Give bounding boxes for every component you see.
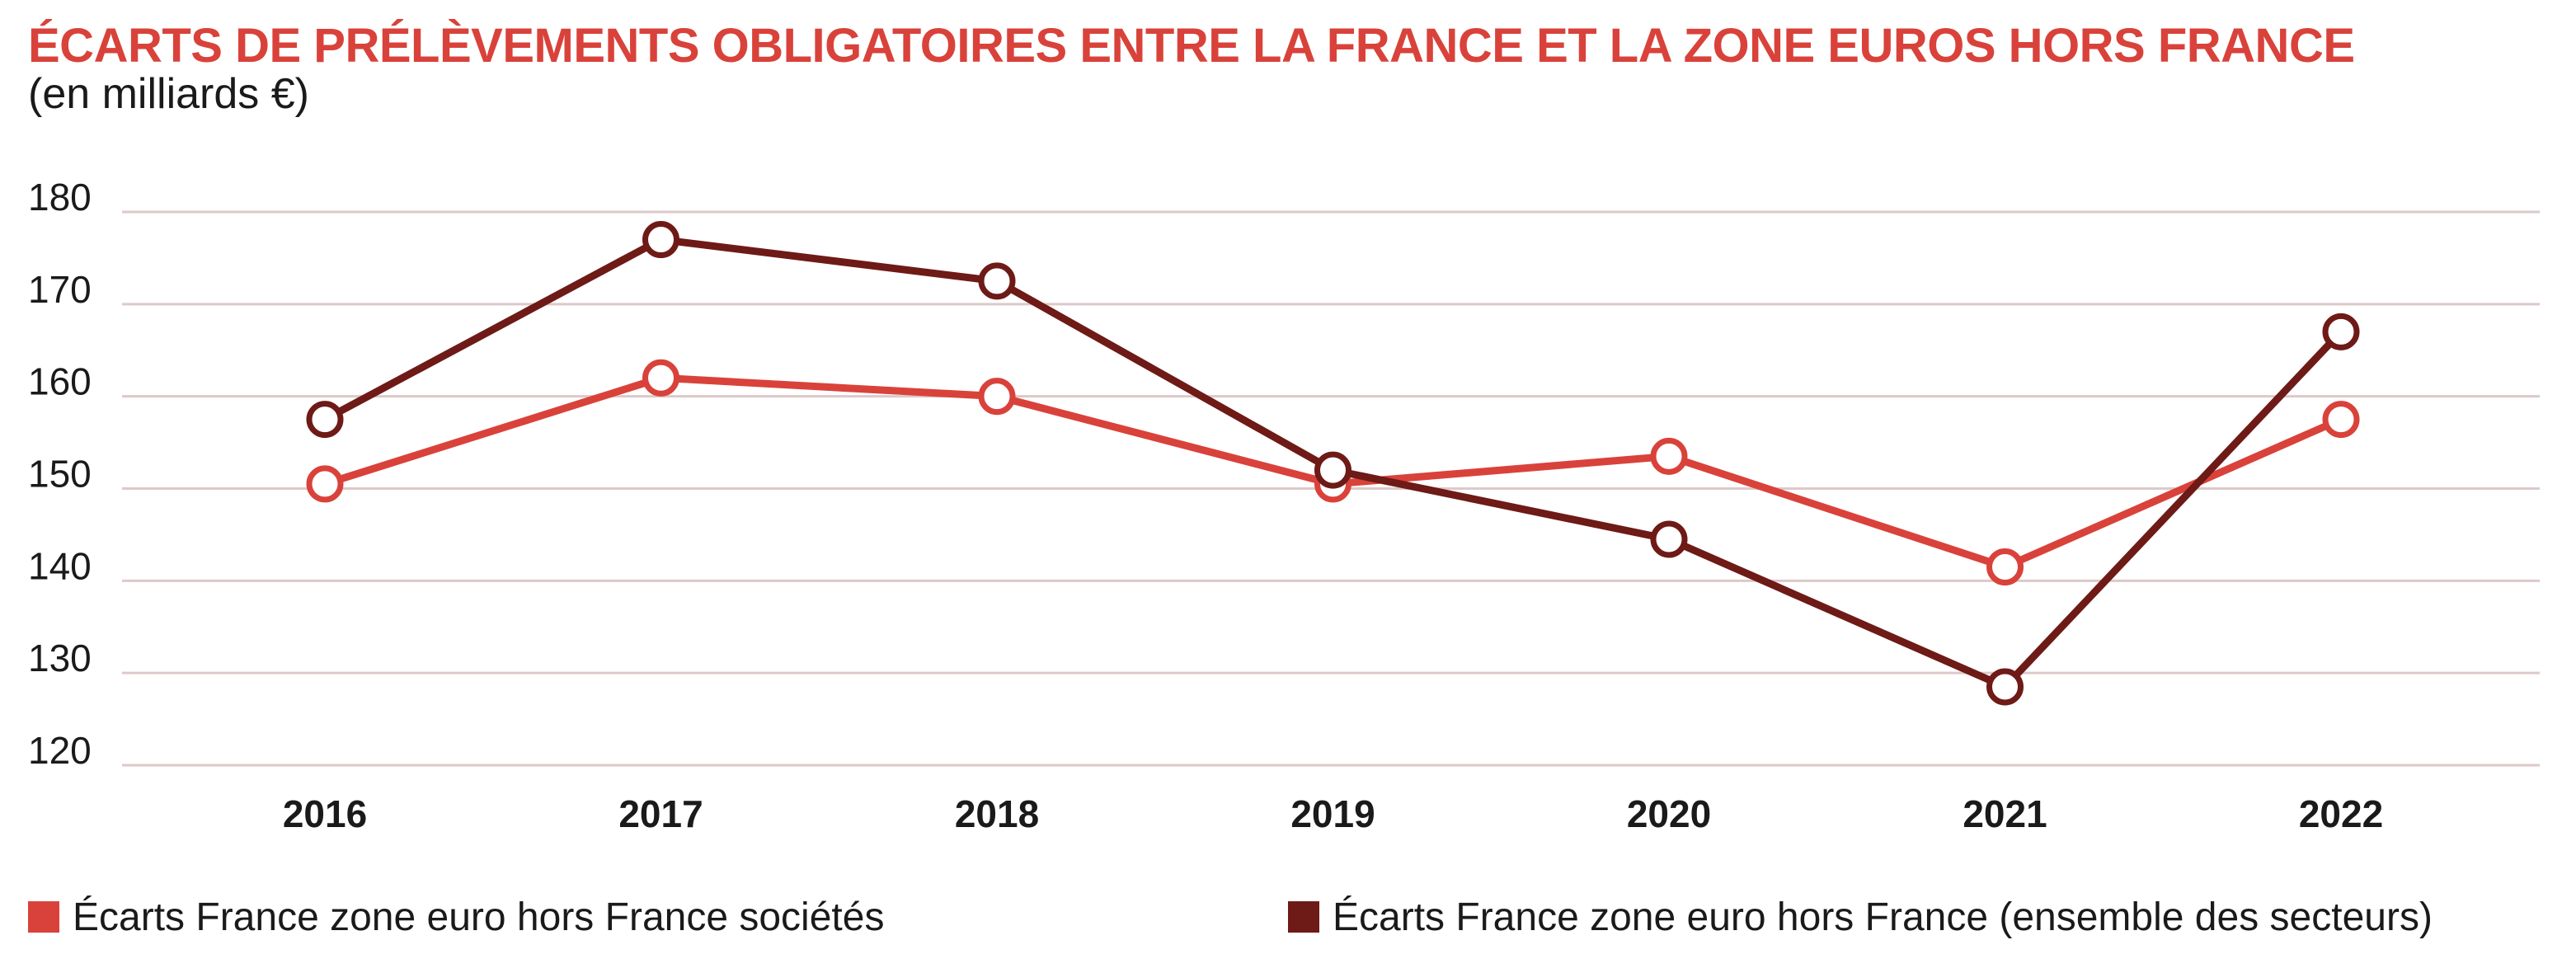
data-point-series-1 <box>978 378 1016 416</box>
data-point-series-1 <box>1650 437 1688 475</box>
y-tick-label: 160 <box>28 360 92 403</box>
legend-item-societes: Écarts France zone euro hors France soci… <box>28 892 884 942</box>
y-tick-label: 180 <box>28 176 92 219</box>
data-point-series-2 <box>642 221 679 259</box>
legend-swatch-societes <box>28 901 59 933</box>
x-tick-label: 2017 <box>618 792 703 835</box>
chart-title: ÉCARTS DE PRÉLÈVEMENTS OBLIGATOIRES ENTR… <box>28 19 2355 73</box>
data-point-series-1 <box>642 359 679 397</box>
legend-swatch-ensemble <box>1288 901 1319 933</box>
data-point-series-2 <box>978 262 1016 300</box>
data-point-series-2 <box>1314 451 1351 489</box>
data-point-series-2 <box>1650 520 1688 558</box>
data-point-series-1 <box>306 465 344 503</box>
y-tick-label: 140 <box>28 544 92 587</box>
gridlines <box>122 210 2540 767</box>
series-markers <box>306 221 2360 706</box>
y-tick-label: 130 <box>28 637 92 679</box>
legend-item-ensemble: Écarts France zone euro hors France (ens… <box>1288 892 2433 942</box>
x-tick-label: 2016 <box>283 792 367 835</box>
x-tick-label: 2019 <box>1290 792 1375 835</box>
legend-label-societes: Écarts France zone euro hors France soci… <box>73 895 885 939</box>
y-tick-label: 170 <box>28 268 92 311</box>
data-point-series-2 <box>2322 313 2360 350</box>
data-point-series-1 <box>1986 548 2024 586</box>
data-point-series-1 <box>2322 401 2360 439</box>
y-tick-label: 120 <box>28 729 92 772</box>
x-tick-label: 2018 <box>955 792 1039 835</box>
y-axis-ticks: 120 130 140 150 160 170 180 <box>28 176 92 772</box>
x-tick-label: 2021 <box>1963 792 2047 835</box>
data-point-series-2 <box>306 401 344 439</box>
x-tick-label: 2020 <box>1627 792 1711 835</box>
data-point-series-2 <box>1986 668 2024 706</box>
chart-subtitle: (en milliards €) <box>28 70 309 118</box>
legend-label-ensemble: Écarts France zone euro hors France (ens… <box>1333 895 2433 939</box>
x-axis-ticks: 2016 2017 2018 2019 2020 2021 2022 <box>283 792 2383 835</box>
x-tick-label: 2022 <box>2299 792 2383 835</box>
y-tick-label: 150 <box>28 453 92 496</box>
